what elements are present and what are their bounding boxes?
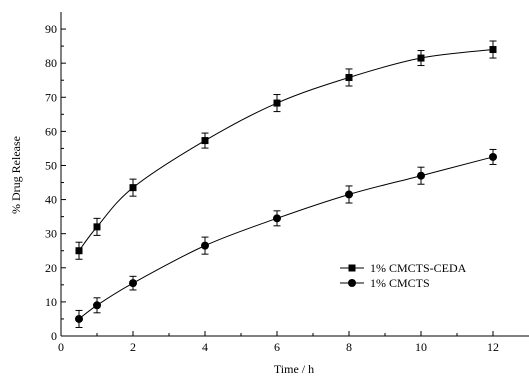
- x-tick-label: 6: [274, 340, 280, 354]
- x-tick-label: 2: [130, 340, 136, 354]
- data-point: [345, 190, 353, 199]
- x-tick-label: 4: [202, 340, 208, 354]
- y-tick-label: 40: [45, 193, 57, 207]
- x-tick-label: 12: [487, 340, 499, 354]
- legend-label: 1% CMCTS: [370, 276, 430, 290]
- y-tick-label: 50: [45, 158, 57, 172]
- series-layer: [75, 40, 497, 328]
- legend-marker: [348, 264, 356, 272]
- legend-label: 1% CMCTS-CEDA: [370, 261, 467, 275]
- series-line: [78, 156, 494, 320]
- y-tick-label: 20: [45, 261, 57, 275]
- x-tick-label: 0: [58, 340, 64, 354]
- data-point: [417, 54, 425, 62]
- data-point: [489, 152, 497, 161]
- series-2: [75, 148, 497, 328]
- series-line: [78, 49, 494, 252]
- data-point: [489, 46, 497, 54]
- data-point: [93, 223, 101, 231]
- series-1: [75, 40, 497, 260]
- y-tick-label: 90: [45, 22, 57, 36]
- x-tick-label: 10: [415, 340, 427, 354]
- data-point: [345, 73, 353, 81]
- data-point: [273, 214, 281, 223]
- y-tick-label: 80: [45, 56, 57, 70]
- data-point: [201, 137, 209, 145]
- data-point: [75, 247, 83, 255]
- x-axis-label: Time / h: [274, 362, 314, 376]
- data-point: [417, 171, 425, 180]
- y-tick-label: 0: [51, 329, 57, 343]
- legend-marker: [348, 279, 356, 287]
- data-point: [93, 301, 101, 310]
- x-tick-label: 8: [346, 340, 352, 354]
- y-axis-label: % Drug Release: [9, 136, 23, 214]
- data-point: [201, 241, 209, 250]
- y-tick-label: 30: [45, 227, 57, 241]
- data-point: [273, 99, 281, 107]
- y-tick-label: 70: [45, 90, 57, 104]
- y-tick-label: 60: [45, 124, 57, 138]
- axes: 0 10 20 30 40 50 60 70 80 90 0 2 4 6 8 10 12: [45, 12, 529, 354]
- data-point: [129, 184, 137, 192]
- y-tick-label: 10: [45, 295, 57, 309]
- data-point: [129, 279, 137, 288]
- data-point: [75, 314, 83, 323]
